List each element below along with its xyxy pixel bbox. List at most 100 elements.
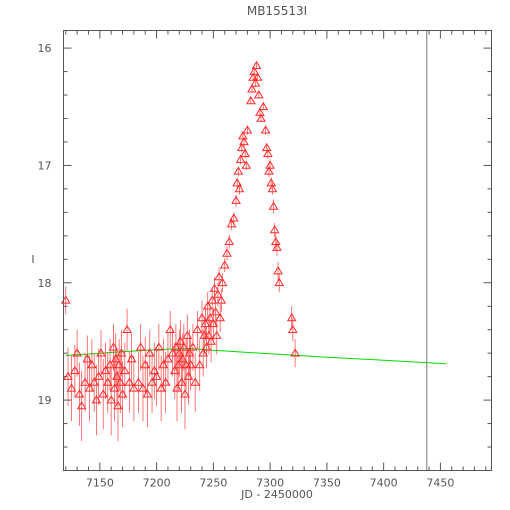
data-point: [167, 329, 178, 377]
triangle-marker: [267, 183, 278, 193]
x-tick-label: 7200: [143, 477, 171, 490]
data-point: [251, 60, 262, 70]
triangle-marker: [105, 359, 115, 369]
triangle-marker: [265, 160, 275, 169]
triangle-marker: [270, 236, 281, 245]
triangle-marker: [253, 90, 264, 99]
data-point: [190, 353, 201, 412]
triangle-marker: [245, 95, 256, 105]
triangle-marker: [205, 312, 215, 322]
triangle-marker: [76, 400, 87, 410]
triangle-marker: [209, 283, 220, 292]
data-point: [72, 329, 82, 377]
data-point: [242, 125, 253, 135]
data-point: [260, 125, 271, 135]
triangle-marker: [72, 348, 82, 357]
triangle-marker: [173, 359, 184, 369]
triangle-marker: [172, 383, 182, 392]
triangle-marker: [247, 84, 257, 93]
triangle-marker: [240, 148, 251, 157]
data-point: [96, 329, 106, 377]
triangle-marker: [214, 271, 224, 281]
triangle-marker: [234, 183, 245, 193]
data-point: [82, 335, 93, 383]
triangle-marker: [215, 312, 226, 322]
data-point: [287, 317, 298, 342]
triangle-marker: [163, 354, 173, 363]
data-point: [250, 78, 261, 87]
data-point: [211, 316, 222, 355]
data-point: [177, 333, 188, 385]
data-point: [142, 361, 153, 428]
triangle-marker: [239, 136, 249, 146]
x-tick-label: 7350: [313, 477, 341, 490]
y-tick-label: 17: [38, 159, 52, 172]
data-point: [255, 107, 265, 117]
triangle-marker: [198, 348, 209, 357]
triangle-marker: [249, 66, 260, 75]
plot-frame: [63, 30, 492, 471]
triangle-marker: [66, 383, 77, 392]
triangle-marker: [190, 377, 201, 386]
data-point: [147, 351, 157, 414]
chart-title: MB15513I: [247, 4, 307, 18]
triangle-marker: [210, 307, 221, 316]
data-point: [286, 306, 297, 330]
triangle-marker: [153, 342, 164, 351]
triangle-marker: [177, 354, 188, 363]
triangle-marker: [96, 348, 106, 357]
data-point: [290, 339, 300, 368]
triangle-marker: [260, 125, 271, 134]
data-point: [228, 212, 239, 225]
triangle-marker: [119, 365, 130, 375]
triangle-marker: [241, 160, 252, 169]
data-point: [273, 261, 283, 281]
data-point: [63, 347, 73, 406]
data-point: [197, 300, 207, 336]
triangle-marker: [274, 277, 285, 287]
data-point: [91, 364, 102, 436]
axis-ticks: 7150 7200 7250 7300 7350 7400 7450 16 17 18 19: [38, 30, 492, 490]
triangle-marker: [262, 148, 273, 157]
triangle-marker: [233, 166, 244, 175]
triangle-marker: [211, 330, 222, 339]
data-point: [105, 339, 115, 391]
triangle-marker: [258, 101, 269, 111]
data-point: [224, 234, 235, 249]
triangle-marker: [252, 72, 263, 81]
data-point: [274, 273, 285, 293]
data-point: [226, 218, 237, 230]
triangle-marker: [63, 371, 73, 380]
triangle-marker: [151, 371, 162, 380]
x-tick-label: 7450: [426, 477, 454, 490]
triangle-marker: [142, 389, 153, 398]
data-point: [249, 66, 260, 76]
data-point: [114, 339, 125, 391]
data-point: [233, 166, 244, 176]
triangle-marker: [272, 242, 282, 251]
data-point: [133, 351, 144, 414]
x-tick-label: 7250: [199, 477, 227, 490]
triangle-marker: [242, 125, 253, 134]
data-point: [270, 233, 281, 250]
data-point: [119, 342, 130, 399]
data-point: [172, 355, 182, 422]
y-tick-label: 19: [38, 394, 52, 407]
triangle-marker: [217, 277, 228, 287]
triangle-marker: [290, 348, 300, 357]
data-point: [163, 333, 173, 385]
data-point: [219, 258, 230, 273]
data-point: [181, 339, 191, 391]
data-point: [252, 72, 263, 81]
data-point: [122, 308, 132, 351]
triangle-marker: [236, 142, 247, 152]
triangle-marker: [106, 395, 117, 404]
data-point: [66, 355, 77, 422]
data-point: [109, 355, 120, 422]
triangle-marker: [231, 195, 241, 204]
data-point: [74, 362, 85, 426]
triangle-marker: [269, 224, 280, 234]
triangle-marker: [188, 342, 198, 351]
y-axis-label: I: [31, 253, 34, 266]
